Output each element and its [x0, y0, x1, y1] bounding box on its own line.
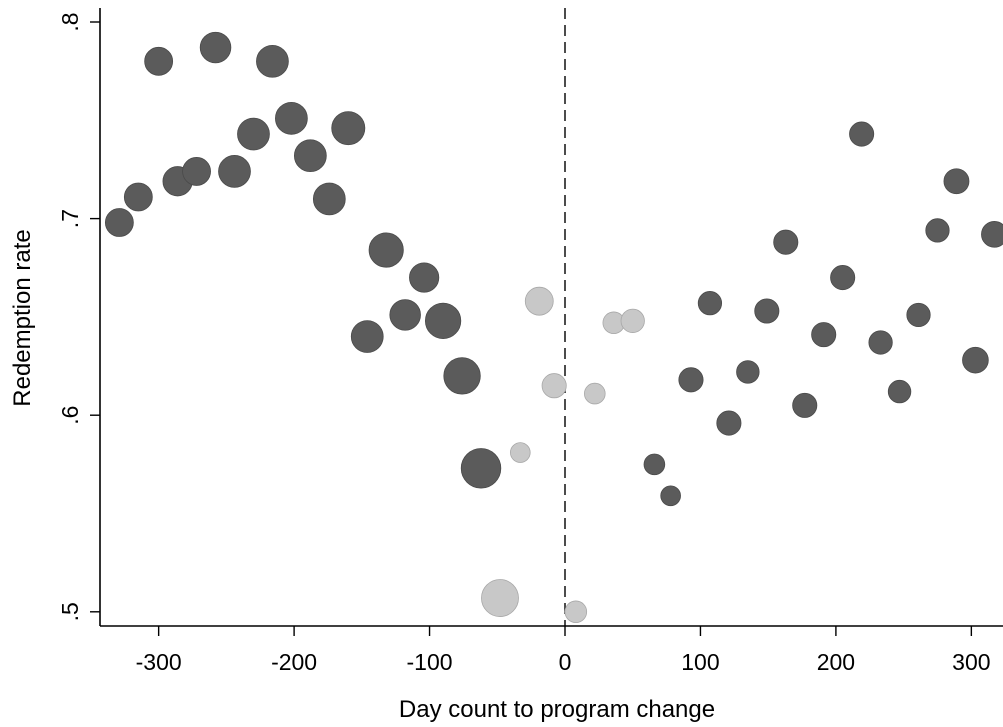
data-point [643, 453, 666, 476]
data-point [331, 111, 366, 146]
data-point [697, 291, 723, 316]
data-point [481, 579, 519, 617]
data-point [524, 286, 554, 316]
data-point [144, 46, 174, 76]
data-point [293, 139, 327, 173]
data-point [981, 221, 1003, 248]
data-point [104, 208, 134, 237]
data-point [754, 298, 780, 324]
data-point [256, 44, 289, 78]
x-axis-title: Day count to program change [399, 696, 715, 723]
data-point [443, 357, 481, 395]
data-point [906, 302, 931, 328]
data-point [716, 410, 742, 436]
data-point [368, 232, 404, 268]
data-point [460, 448, 502, 489]
data-point [620, 308, 645, 333]
data-point [925, 218, 950, 243]
data-point [962, 346, 989, 374]
markers [104, 31, 1003, 624]
y-tick-label: .7 [57, 209, 83, 228]
y-tick-label: .5 [57, 602, 83, 621]
x-tick-label: -100 [407, 649, 453, 675]
y-axis-title: Redemption rate [9, 229, 36, 406]
data-point [584, 382, 606, 405]
data-point [424, 302, 462, 339]
data-point [312, 182, 346, 216]
data-point [773, 229, 799, 255]
data-point [237, 117, 270, 151]
data-point [199, 31, 232, 64]
y-tick-label: .8 [57, 12, 83, 31]
data-point [275, 101, 308, 135]
data-point [868, 330, 893, 355]
data-point [887, 379, 912, 404]
data-point [736, 360, 760, 384]
data-point [510, 442, 531, 463]
data-point [389, 299, 421, 331]
x-tick-label: 100 [681, 649, 719, 675]
data-point [943, 168, 970, 195]
data-point [792, 392, 818, 418]
data-point [123, 182, 153, 212]
x-tick-label: -200 [271, 649, 317, 675]
data-point [182, 157, 211, 186]
data-point [678, 367, 704, 393]
data-point [849, 121, 875, 147]
axes: -300 -200 -100 0 100 200 300 .5 .6 .7 .8 [57, 8, 1003, 675]
x-tick-label: 200 [817, 649, 855, 675]
data-point [218, 155, 251, 188]
x-tick-label: 0 [559, 649, 572, 675]
data-point [564, 600, 588, 624]
y-tick-label: .6 [57, 406, 83, 425]
x-tick-label: -300 [136, 649, 182, 675]
data-point [541, 373, 567, 399]
data-point [660, 485, 681, 507]
x-tick-label: 300 [952, 649, 990, 675]
data-point [811, 322, 837, 348]
data-point [350, 320, 384, 353]
data-point [409, 262, 440, 293]
data-point [830, 265, 856, 291]
